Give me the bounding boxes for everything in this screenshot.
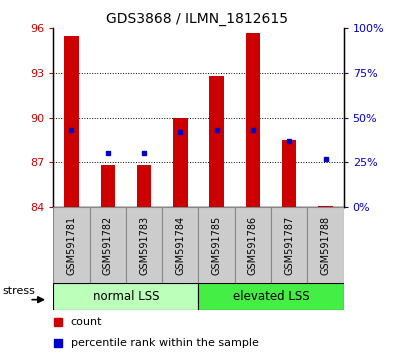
Bar <box>90 207 126 283</box>
Bar <box>64 36 79 207</box>
Bar <box>100 165 115 207</box>
Text: GSM591788: GSM591788 <box>320 216 331 275</box>
Text: GSM591781: GSM591781 <box>66 216 77 275</box>
Bar <box>318 206 333 207</box>
Bar <box>173 118 188 207</box>
Text: GSM591786: GSM591786 <box>248 216 258 275</box>
Text: normal LSS: normal LSS <box>93 290 159 303</box>
Text: count: count <box>71 317 102 327</box>
Bar <box>53 283 199 310</box>
Text: stress: stress <box>3 286 36 296</box>
Bar <box>137 165 151 207</box>
Text: GSM591785: GSM591785 <box>212 216 222 275</box>
Text: GSM591782: GSM591782 <box>103 216 113 275</box>
Bar <box>199 283 344 310</box>
Bar <box>235 207 271 283</box>
Text: GSM591787: GSM591787 <box>284 216 294 275</box>
Bar <box>199 207 235 283</box>
Bar <box>271 207 307 283</box>
Bar <box>162 207 199 283</box>
Text: GSM591783: GSM591783 <box>139 216 149 275</box>
Bar <box>126 207 162 283</box>
Bar <box>246 33 260 207</box>
Bar <box>209 76 224 207</box>
Text: GSM591784: GSM591784 <box>175 216 185 275</box>
Bar <box>53 207 90 283</box>
Text: percentile rank within the sample: percentile rank within the sample <box>71 338 258 348</box>
Bar <box>307 207 344 283</box>
Text: elevated LSS: elevated LSS <box>233 290 309 303</box>
Bar <box>282 140 297 207</box>
Text: GDS3868 / ILMN_1812615: GDS3868 / ILMN_1812615 <box>107 12 288 27</box>
